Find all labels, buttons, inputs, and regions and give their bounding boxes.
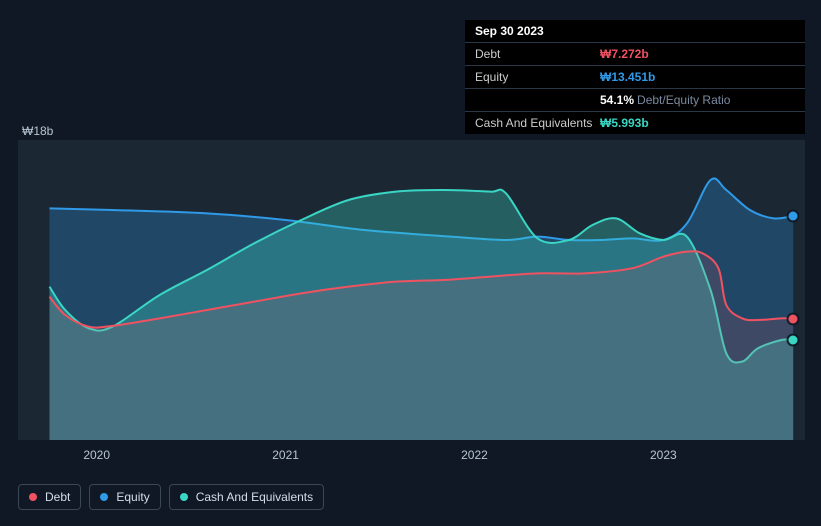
- chart-svg: [18, 140, 805, 440]
- x-axis-label: 2023: [650, 448, 677, 462]
- legend-item[interactable]: Cash And Equivalents: [169, 484, 324, 510]
- tooltip-metric-value: ₩5.993b: [600, 116, 649, 130]
- x-axis-label: 2020: [83, 448, 110, 462]
- series-end-marker: [789, 336, 798, 345]
- legend-item[interactable]: Equity: [89, 484, 160, 510]
- tooltip-metric-label: Cash And Equivalents: [475, 116, 600, 130]
- legend-label: Debt: [45, 490, 70, 504]
- tooltip-row: Debt₩7.272b: [465, 43, 805, 66]
- tooltip-row: Cash And Equivalents₩5.993b: [465, 112, 805, 134]
- tooltip-row: 54.1%Debt/Equity Ratio: [465, 89, 805, 112]
- tooltip-metric-label: Debt: [475, 47, 600, 61]
- x-axis-ticks: 2020 2021 2022 2023: [18, 448, 805, 468]
- chart-tooltip: Sep 30 2023 Debt₩7.272bEquity₩13.451b54.…: [465, 20, 805, 134]
- legend-dot-icon: [100, 493, 108, 501]
- tooltip-metric-label: Equity: [475, 70, 600, 84]
- series-end-marker: [789, 314, 798, 323]
- y-axis-max-label: ₩18b: [22, 124, 53, 138]
- tooltip-row: Equity₩13.451b: [465, 66, 805, 89]
- legend-item[interactable]: Debt: [18, 484, 81, 510]
- tooltip-metric-value: ₩13.451b: [600, 70, 655, 84]
- chart-plot-area[interactable]: [18, 140, 805, 440]
- tooltip-date-row: Sep 30 2023: [465, 20, 805, 43]
- x-axis-label: 2021: [272, 448, 299, 462]
- tooltip-metric-label: [475, 93, 600, 107]
- series-end-marker: [789, 211, 798, 220]
- legend-label: Equity: [116, 490, 149, 504]
- legend-label: Cash And Equivalents: [196, 490, 313, 504]
- tooltip-date: Sep 30 2023: [475, 24, 544, 38]
- legend-dot-icon: [180, 493, 188, 501]
- tooltip-metric-value: ₩7.272b: [600, 47, 649, 61]
- tooltip-metric-sublabel: Debt/Equity Ratio: [637, 93, 730, 107]
- tooltip-metric-value: 54.1%Debt/Equity Ratio: [600, 93, 730, 107]
- legend-dot-icon: [29, 493, 37, 501]
- x-axis-label: 2022: [461, 448, 488, 462]
- chart-legend: Debt Equity Cash And Equivalents: [18, 484, 324, 510]
